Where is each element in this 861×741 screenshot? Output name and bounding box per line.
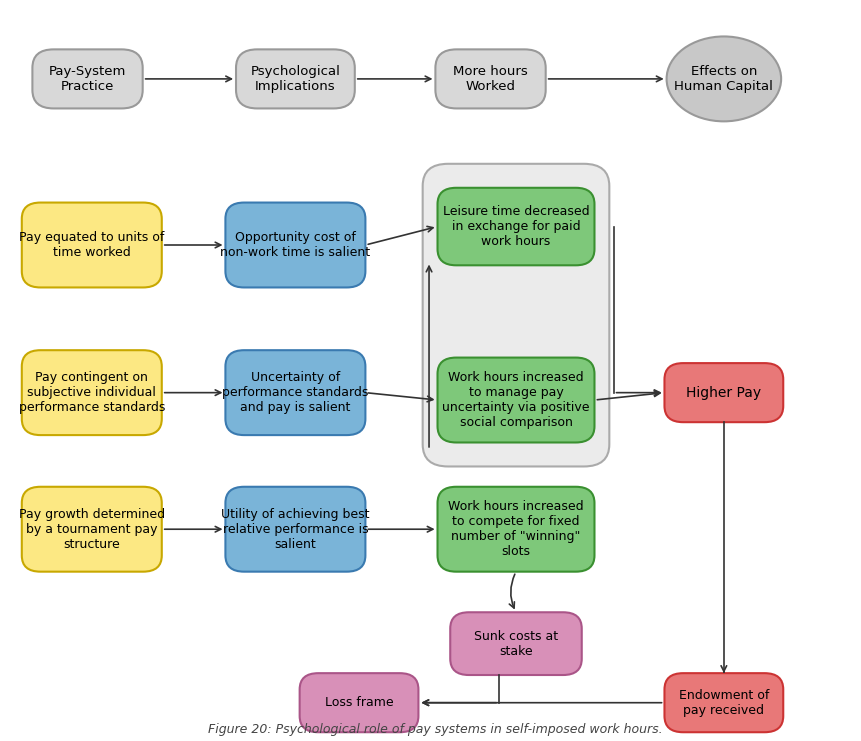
FancyBboxPatch shape [450, 612, 582, 675]
FancyBboxPatch shape [665, 673, 784, 732]
Text: Utility of achieving best
relative performance is
salient: Utility of achieving best relative perfo… [221, 508, 369, 551]
FancyBboxPatch shape [437, 358, 594, 442]
FancyBboxPatch shape [236, 50, 355, 108]
FancyBboxPatch shape [300, 673, 418, 732]
Text: Pay growth determined
by a tournament pay
structure: Pay growth determined by a tournament pa… [19, 508, 164, 551]
FancyBboxPatch shape [226, 487, 365, 571]
FancyBboxPatch shape [226, 350, 365, 435]
Text: Higher Pay: Higher Pay [686, 385, 761, 399]
Text: More hours
Worked: More hours Worked [453, 65, 528, 93]
Text: Opportunity cost of
non-work time is salient: Opportunity cost of non-work time is sal… [220, 231, 370, 259]
Text: Sunk costs at
stake: Sunk costs at stake [474, 630, 558, 658]
FancyBboxPatch shape [22, 350, 162, 435]
Text: Work hours increased
to manage pay
uncertainty via positive
social comparison: Work hours increased to manage pay uncer… [443, 371, 590, 429]
FancyBboxPatch shape [436, 50, 546, 108]
Text: Figure 20: Psychological role of pay systems in self-imposed work hours.: Figure 20: Psychological role of pay sys… [208, 723, 663, 736]
FancyBboxPatch shape [22, 202, 162, 288]
Text: Psychological
Implications: Psychological Implications [251, 65, 340, 93]
Text: Pay-System
Practice: Pay-System Practice [49, 65, 127, 93]
Text: Pay equated to units of
time worked: Pay equated to units of time worked [19, 231, 164, 259]
FancyBboxPatch shape [226, 202, 365, 288]
FancyBboxPatch shape [33, 50, 143, 108]
FancyBboxPatch shape [437, 487, 594, 571]
Text: Loss frame: Loss frame [325, 697, 393, 709]
Text: Pay contingent on
subjective individual
performance standards: Pay contingent on subjective individual … [19, 371, 165, 414]
Ellipse shape [666, 36, 781, 122]
FancyBboxPatch shape [423, 164, 610, 467]
Text: Endowment of
pay received: Endowment of pay received [678, 688, 769, 717]
Text: Effects on
Human Capital: Effects on Human Capital [674, 65, 773, 93]
Text: Uncertainty of
performance standards
and pay is salient: Uncertainty of performance standards and… [222, 371, 369, 414]
Text: Work hours increased
to compete for fixed
number of "winning"
slots: Work hours increased to compete for fixe… [449, 500, 584, 558]
FancyBboxPatch shape [665, 363, 784, 422]
FancyBboxPatch shape [22, 487, 162, 571]
FancyBboxPatch shape [437, 187, 594, 265]
Text: Leisure time decreased
in exchange for paid
work hours: Leisure time decreased in exchange for p… [443, 205, 589, 248]
